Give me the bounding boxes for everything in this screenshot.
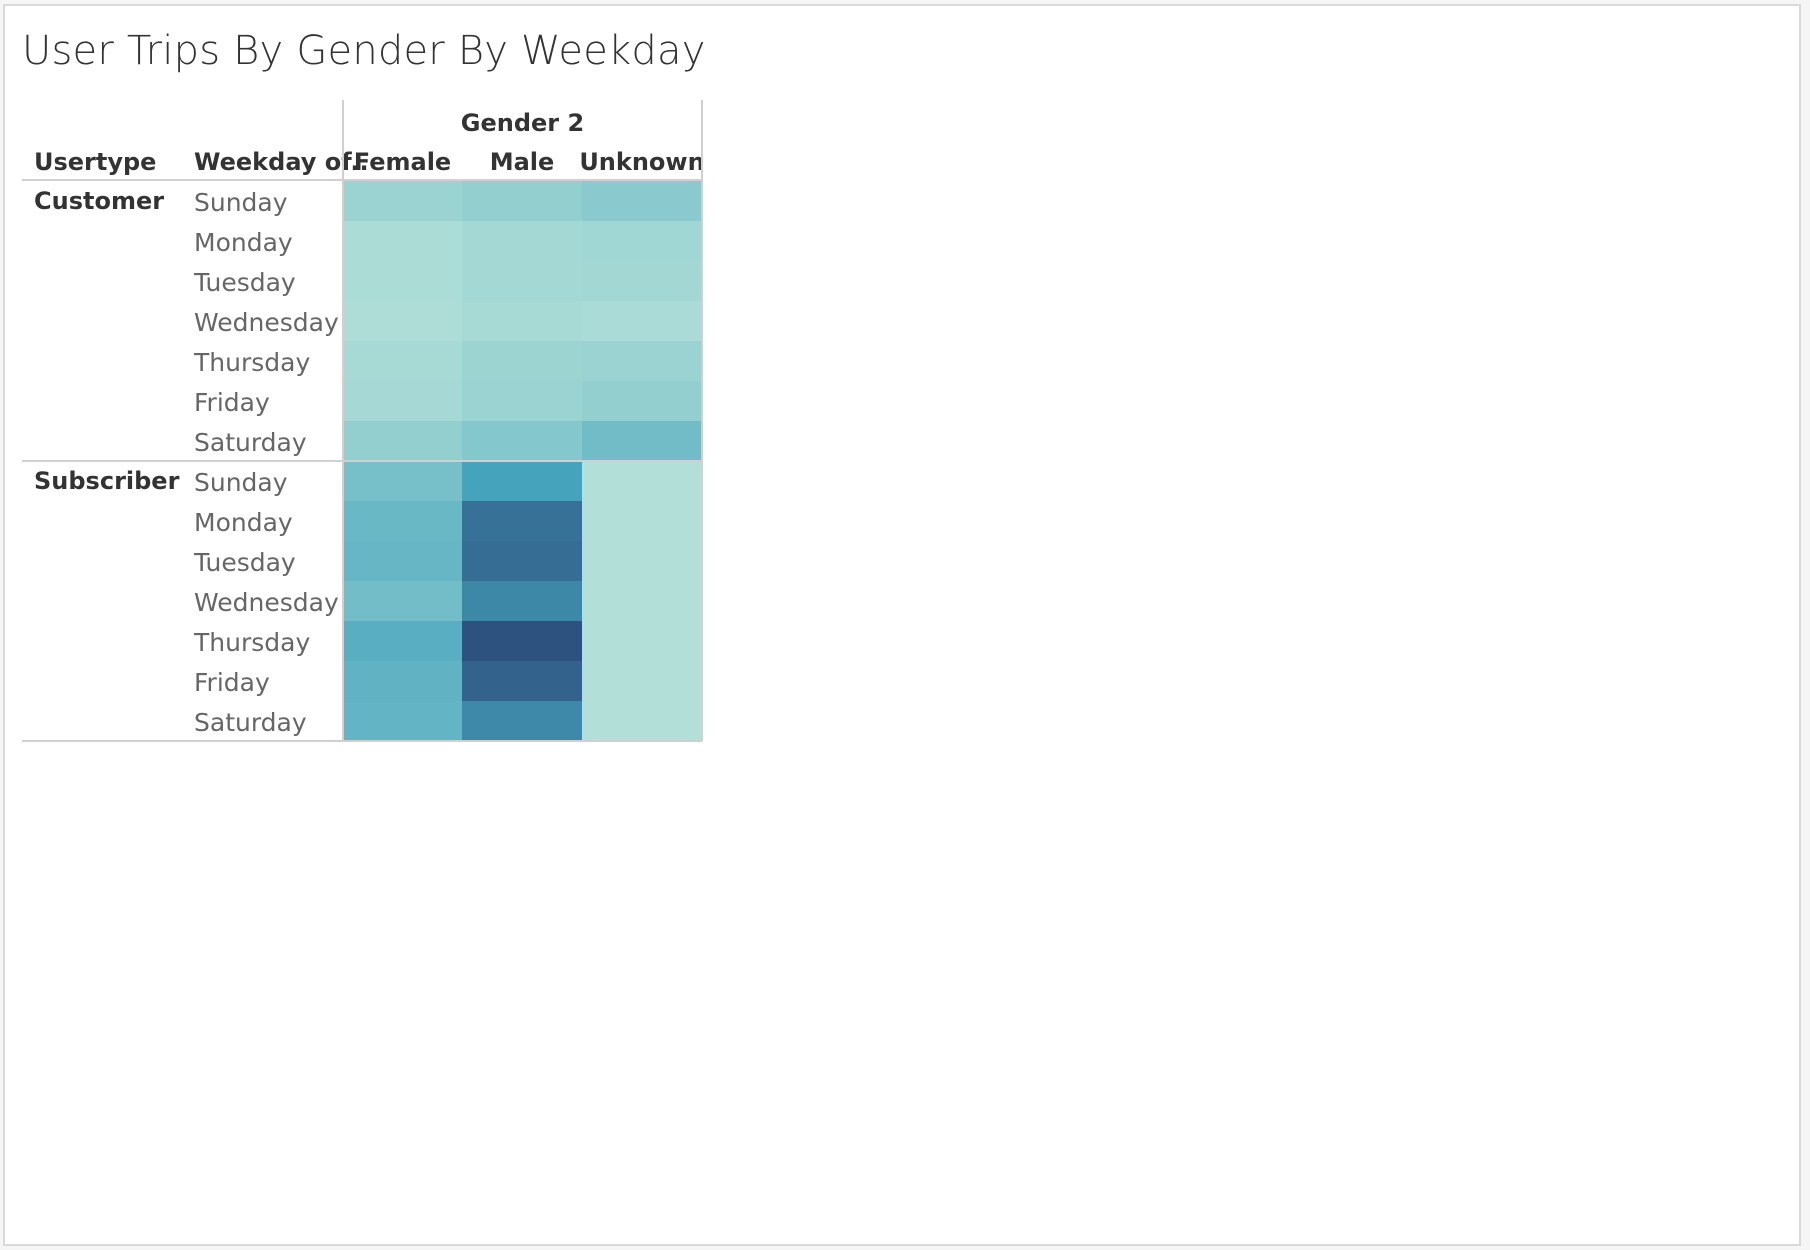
heatmap-cell xyxy=(462,341,582,381)
weekday-label: Wednesday xyxy=(194,588,339,617)
dashboard-frame xyxy=(3,4,1801,1246)
heatmap-cell xyxy=(462,621,582,661)
weekday-label: Thursday xyxy=(193,348,310,377)
weekday-label: Tuesday xyxy=(193,548,296,577)
weekday-label: Saturday xyxy=(194,428,307,457)
heatmap-cell xyxy=(343,501,462,541)
heatmap-cell xyxy=(343,661,462,701)
weekday-label: Friday xyxy=(194,388,270,417)
weekday-header: Weekday of.. xyxy=(194,148,369,176)
gender-group-header: Gender 2 xyxy=(461,109,584,137)
group-label-subscriber: Subscriber xyxy=(34,467,180,495)
heatmap-cell xyxy=(582,501,702,541)
heatmap-cell xyxy=(582,701,702,741)
heatmap-cell xyxy=(343,621,462,661)
heatmap-cell xyxy=(582,381,702,421)
weekday-label: Tuesday xyxy=(193,268,296,297)
heatmap-cell xyxy=(462,301,582,341)
weekday-label: Saturday xyxy=(194,708,307,737)
weekday-label: Friday xyxy=(194,668,270,697)
column-header-male: Male xyxy=(490,148,555,176)
heatmap-cell xyxy=(462,501,582,541)
heatmap-cell xyxy=(462,461,582,501)
column-header-female: Female xyxy=(354,148,451,176)
heatmap-cell xyxy=(462,581,582,621)
heatmap-cell xyxy=(582,661,702,701)
heatmap-cell xyxy=(462,661,582,701)
weekday-label: Sunday xyxy=(194,188,288,217)
heatmap-cell xyxy=(582,221,702,261)
heatmap-cell xyxy=(582,301,702,341)
heatmap-cell xyxy=(582,341,702,381)
heatmap-cell xyxy=(343,461,462,501)
heatmap-cell xyxy=(582,421,702,461)
heatmap-cell xyxy=(582,181,702,221)
heatmap-cell xyxy=(343,261,462,301)
heatmap-cell xyxy=(462,381,582,421)
heatmap-cell xyxy=(462,261,582,301)
heatmap-cell xyxy=(582,461,702,501)
heatmap-cell xyxy=(343,381,462,421)
heatmap-cell xyxy=(582,581,702,621)
usertype-header: Usertype xyxy=(34,148,156,176)
weekday-label: Sunday xyxy=(194,468,288,497)
weekday-label: Monday xyxy=(194,508,293,537)
heatmap-cell xyxy=(582,541,702,581)
heatmap-cell xyxy=(343,181,462,221)
weekday-label: Monday xyxy=(194,228,293,257)
heatmap-cell xyxy=(343,541,462,581)
weekday-label: Thursday xyxy=(193,628,310,657)
heatmap-cell xyxy=(343,421,462,461)
heatmap-cell xyxy=(462,221,582,261)
heatmap-cell xyxy=(462,541,582,581)
heatmap-cell xyxy=(462,181,582,221)
heatmap-cell xyxy=(343,701,462,741)
group-label-customer: Customer xyxy=(34,187,164,215)
heatmap-cell xyxy=(462,421,582,461)
column-header-unknown: Unknown xyxy=(579,148,704,176)
heatmap-cell xyxy=(343,221,462,261)
heatmap-cell xyxy=(343,301,462,341)
heatmap-cell xyxy=(462,701,582,741)
heatmap-cell xyxy=(582,621,702,661)
heatmap-cell xyxy=(582,261,702,301)
heatmap-cell xyxy=(343,341,462,381)
heatmap-cell xyxy=(343,581,462,621)
page-title: User Trips By Gender By Weekday xyxy=(22,28,706,74)
weekday-label: Wednesday xyxy=(194,308,339,337)
